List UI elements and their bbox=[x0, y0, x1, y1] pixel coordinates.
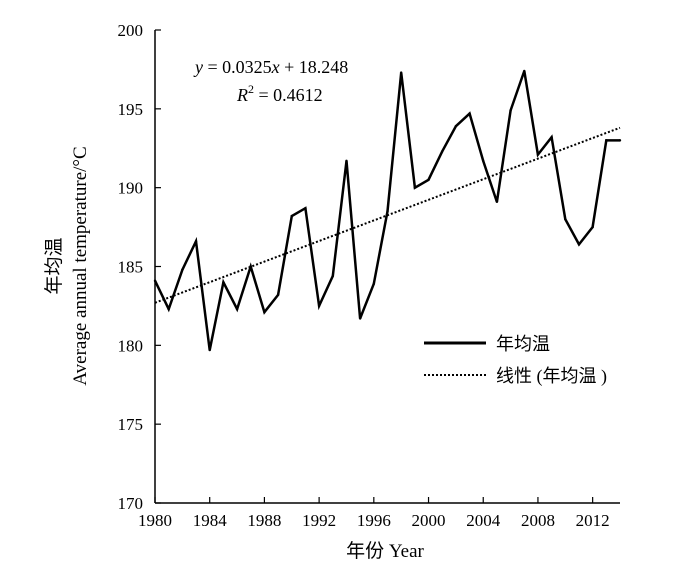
x-tick-label: 2008 bbox=[521, 511, 555, 530]
data-point bbox=[304, 206, 307, 210]
x-tick-label: 1984 bbox=[193, 511, 228, 530]
data-point bbox=[441, 150, 444, 153]
data-point bbox=[427, 178, 430, 181]
data-point bbox=[605, 139, 608, 142]
data-point bbox=[564, 218, 567, 221]
y-ticks: 170 175 180 185 190 195 200 bbox=[118, 21, 161, 513]
data-point bbox=[222, 281, 225, 284]
data-point bbox=[167, 307, 170, 311]
data-point bbox=[372, 282, 376, 286]
y-axis-title-en: Average annual temperature/°C bbox=[70, 146, 91, 385]
data-point bbox=[345, 159, 348, 163]
x-tick-label: 2004 bbox=[466, 511, 501, 530]
y-tick-label: 170 bbox=[118, 494, 144, 513]
data-point bbox=[181, 268, 184, 271]
x-tick-label: 1980 bbox=[138, 511, 172, 530]
y-tick-label: 190 bbox=[118, 179, 144, 198]
y-tick-label: 195 bbox=[118, 100, 144, 119]
legend-label-trend: 线性 (年均温 ) bbox=[496, 366, 607, 387]
data-point bbox=[482, 159, 485, 163]
x-tick-label: 2012 bbox=[576, 511, 610, 530]
data-point bbox=[591, 225, 594, 229]
data-point bbox=[536, 153, 540, 156]
data-point bbox=[550, 136, 553, 139]
trend-equation: y = 0.0325x + 18.248 bbox=[193, 57, 348, 77]
series-line-group bbox=[153, 69, 622, 352]
y-tick-label: 175 bbox=[118, 415, 144, 434]
y-tick-label: 180 bbox=[118, 336, 144, 355]
data-point bbox=[399, 71, 403, 74]
data-point bbox=[618, 139, 622, 142]
y-tick-label: 185 bbox=[118, 258, 144, 277]
data-point bbox=[276, 293, 280, 297]
data-point bbox=[454, 124, 458, 128]
data-point bbox=[331, 274, 334, 278]
data-point bbox=[249, 265, 252, 268]
r-squared: R2 = 0.4612 bbox=[236, 82, 323, 105]
axes bbox=[154, 30, 620, 504]
data-point bbox=[509, 109, 512, 112]
data-point bbox=[290, 214, 293, 218]
data-point bbox=[317, 304, 321, 308]
x-tick-label: 2000 bbox=[412, 511, 446, 530]
data-point bbox=[263, 311, 266, 314]
x-ticks: 1980 1984 1988 1992 1996 2000 2004 2008 2012 bbox=[138, 497, 610, 530]
legend-label-series: 年均温 bbox=[496, 334, 550, 354]
x-tick-label: 1992 bbox=[302, 511, 336, 530]
data-point bbox=[495, 200, 499, 204]
x-tick-label: 1988 bbox=[247, 511, 281, 530]
data-point bbox=[153, 279, 157, 282]
data-point bbox=[413, 186, 417, 189]
x-tick-label: 1996 bbox=[357, 511, 391, 530]
data-point bbox=[358, 317, 362, 320]
data-point bbox=[468, 112, 471, 115]
data-point bbox=[523, 69, 526, 73]
x-axis-title: 年份 Year bbox=[346, 540, 424, 562]
data-point bbox=[208, 348, 211, 352]
y-axis-title-cn: 年均温 bbox=[43, 237, 65, 294]
y-tick-label: 200 bbox=[118, 21, 144, 40]
data-point bbox=[194, 240, 198, 243]
data-point bbox=[235, 307, 239, 311]
data-point bbox=[386, 210, 389, 213]
data-point bbox=[577, 243, 581, 246]
legend: 年均温 线性 (年均温 ) bbox=[424, 334, 607, 387]
